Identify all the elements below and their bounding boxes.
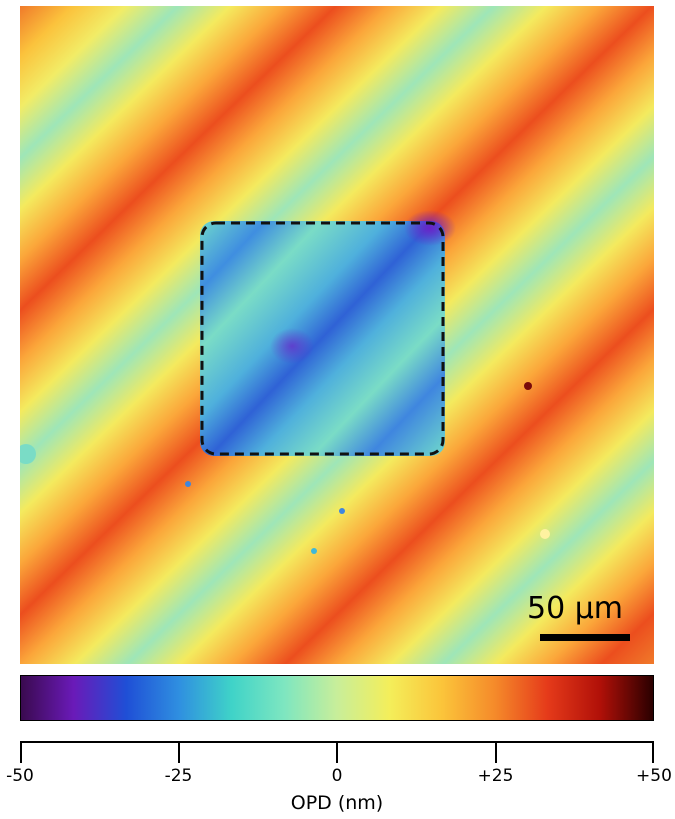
colorbar-tick-label: +50 xyxy=(636,766,672,786)
colorbar-tick-label: -50 xyxy=(6,766,34,786)
colorbar-tick-label: 0 xyxy=(331,766,343,786)
scale-bar xyxy=(540,634,630,641)
opd-map-svg xyxy=(20,6,654,664)
colorbar-tick xyxy=(336,741,338,763)
dashed-square-outline xyxy=(200,221,445,456)
colorbar-tick xyxy=(20,741,22,763)
colorbar-axis-title: OPD (nm) xyxy=(290,792,384,814)
speckle xyxy=(524,382,532,390)
speckle xyxy=(185,481,191,487)
colorbar-tick-label: -25 xyxy=(164,766,193,786)
square-region xyxy=(200,221,445,456)
speckle xyxy=(20,444,36,464)
speckle xyxy=(339,508,345,514)
colorbar-tick-label: +25 xyxy=(477,766,514,786)
center-spot xyxy=(270,328,314,364)
hot-spot xyxy=(404,210,456,246)
scale-bar-label: 50 µm xyxy=(527,591,624,626)
speckle xyxy=(540,529,550,539)
colorbar-tick xyxy=(494,741,497,763)
colorbar-tick xyxy=(652,741,654,763)
colorbar-tick xyxy=(177,741,180,763)
opd-map-image xyxy=(20,6,654,664)
colorbar xyxy=(20,675,654,721)
speckle xyxy=(311,548,317,554)
